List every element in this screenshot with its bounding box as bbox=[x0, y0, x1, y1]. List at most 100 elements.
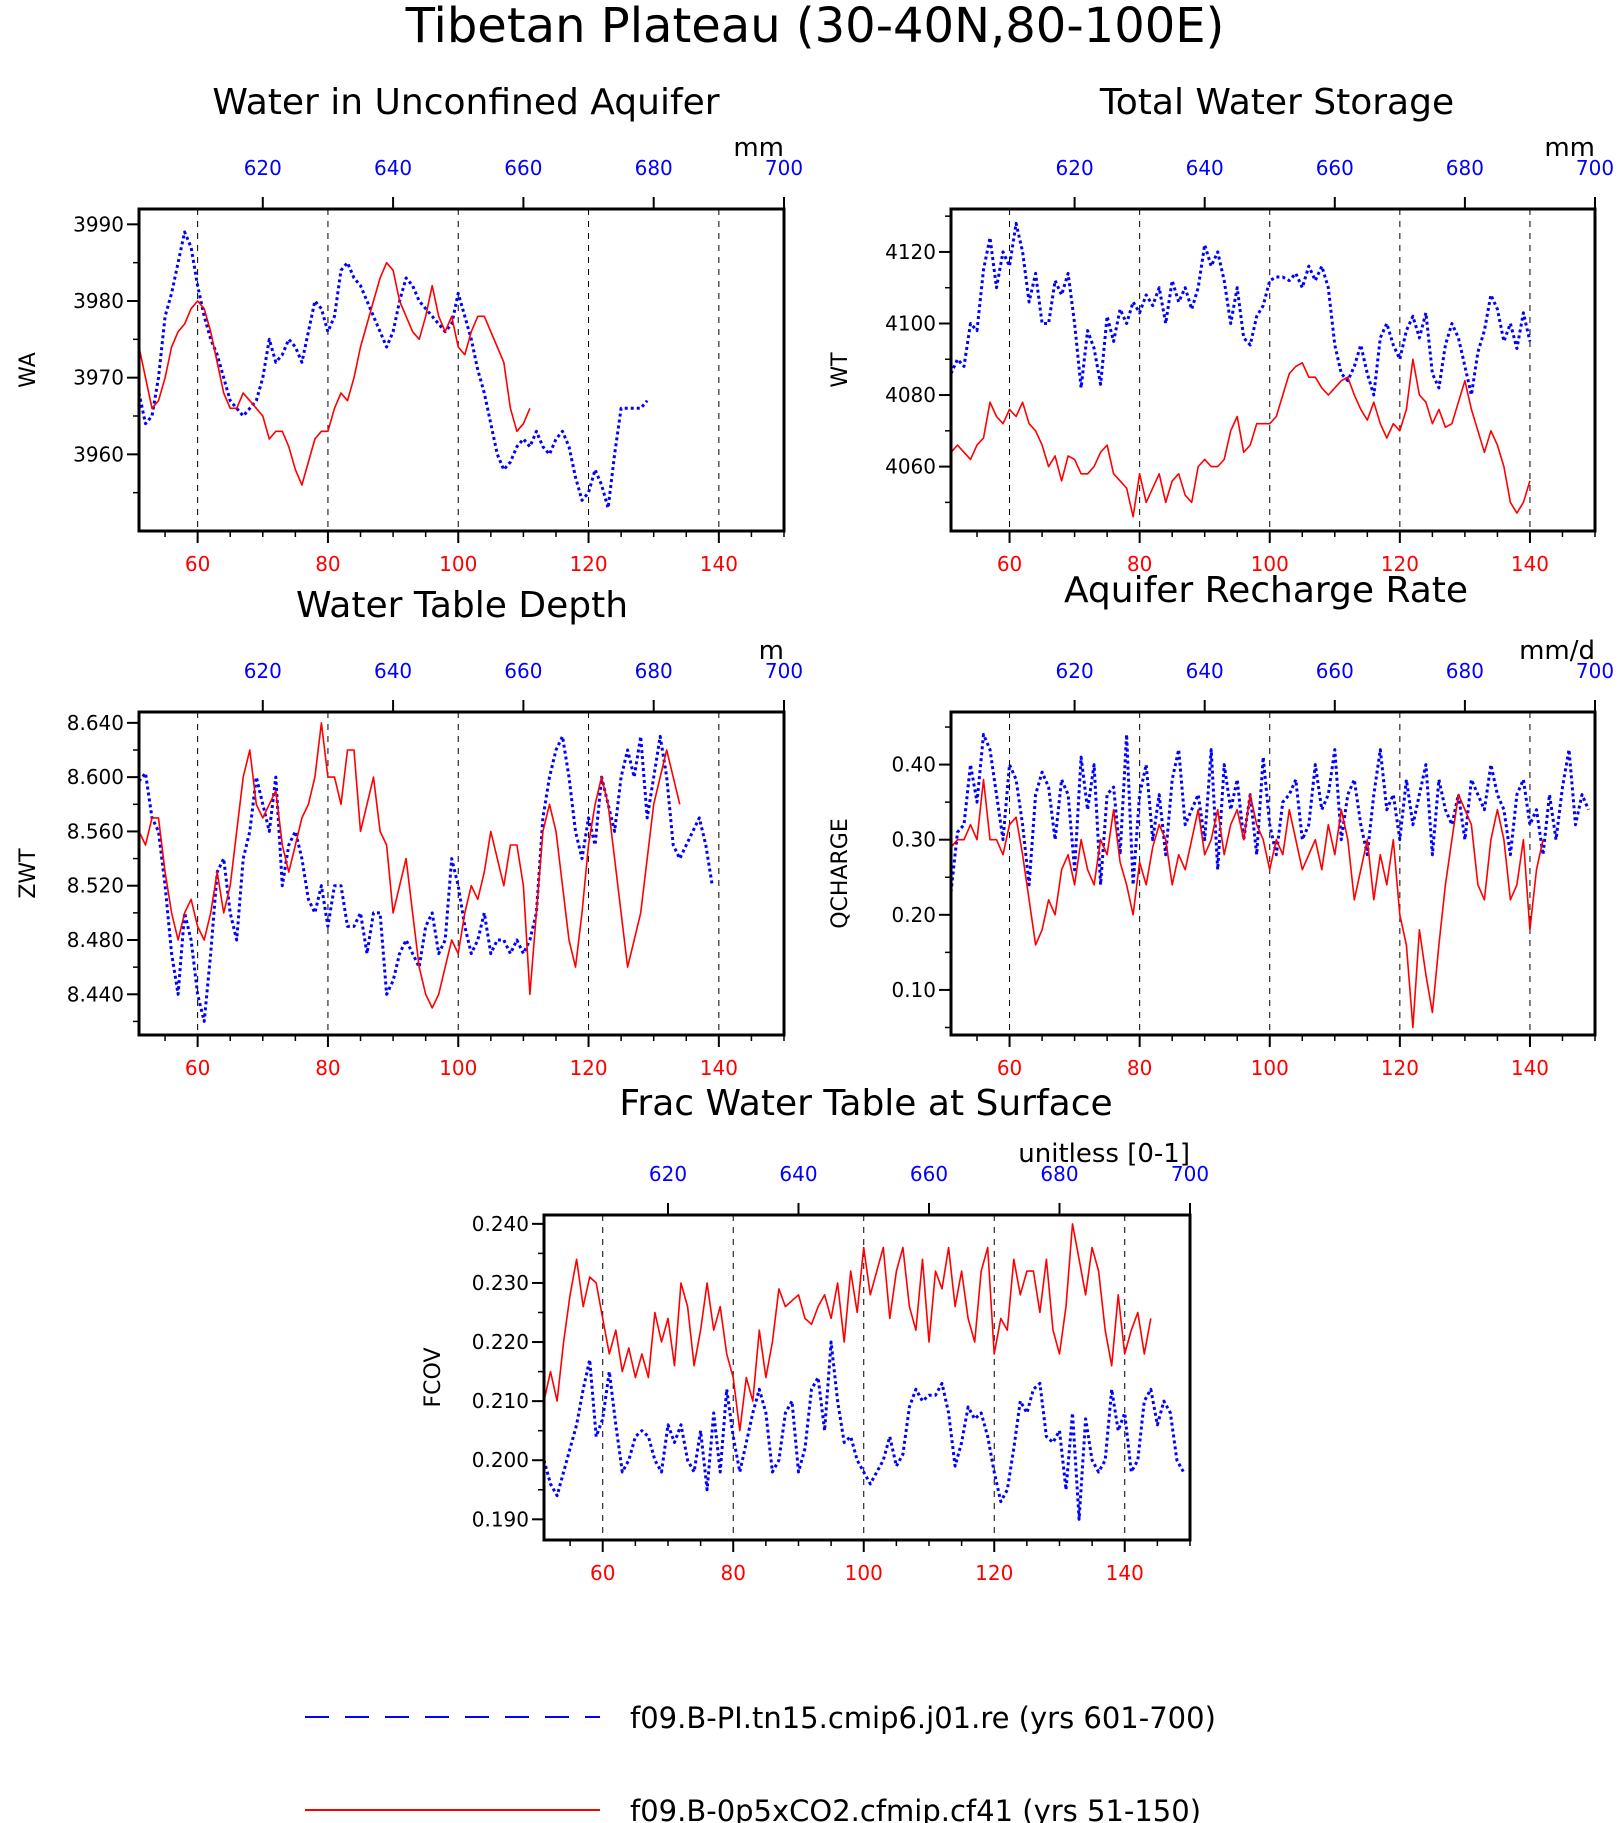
y-axis-label: QCHARGE bbox=[828, 818, 853, 929]
x-tick-label-bottom: 60 bbox=[590, 1561, 615, 1585]
units-label: mm bbox=[733, 133, 784, 163]
panel-title: Aquifer Recharge Rate bbox=[1064, 570, 1468, 611]
y-tick-label: 3980 bbox=[73, 289, 124, 313]
y-tick-label: 3970 bbox=[73, 366, 124, 390]
x-tick-label-top: 660 bbox=[504, 156, 542, 180]
y-tick-label: 0.30 bbox=[891, 828, 936, 852]
x-tick-label-top: 620 bbox=[1056, 156, 1094, 180]
plot-frame bbox=[949, 710, 1597, 1037]
units-label: m bbox=[759, 636, 784, 666]
x-tick-label-bottom: 100 bbox=[439, 552, 477, 576]
y-tick-label: 0.200 bbox=[472, 1448, 529, 1472]
x-tick-label-bottom: 120 bbox=[1381, 552, 1419, 576]
y-tick-label: 8.560 bbox=[67, 819, 124, 843]
series-line-blue bbox=[949, 733, 1590, 893]
y-axis-label: WT bbox=[828, 352, 853, 388]
units-label: mm bbox=[1544, 133, 1595, 163]
y-tick-label: 0.190 bbox=[472, 1507, 529, 1531]
x-tick-label-top: 700 bbox=[1576, 659, 1614, 683]
x-tick-label-bottom: 120 bbox=[975, 1561, 1013, 1585]
y-tick-label: 3960 bbox=[73, 442, 124, 466]
y-tick-label: 0.10 bbox=[891, 978, 936, 1002]
y-tick-label: 8.520 bbox=[67, 874, 124, 898]
x-tick-label-top: 660 bbox=[910, 1162, 948, 1186]
x-tick-label-top: 700 bbox=[765, 156, 803, 180]
plot-frame bbox=[949, 207, 1597, 533]
series-line-blue bbox=[137, 230, 649, 510]
x-tick-label-top: 680 bbox=[635, 659, 673, 683]
x-tick-label-bottom: 140 bbox=[1511, 552, 1549, 576]
y-axis-label: FCOV bbox=[421, 1348, 446, 1408]
x-tick-label-top: 660 bbox=[504, 659, 542, 683]
x-tick-label-top: 660 bbox=[1316, 156, 1354, 180]
x-tick-label-top: 640 bbox=[374, 156, 412, 180]
series-line-red bbox=[138, 261, 531, 486]
x-tick-label-bottom: 80 bbox=[1127, 552, 1152, 576]
y-tick-label: 3990 bbox=[73, 212, 124, 236]
panel-title: Water in Unconfined Aquifer bbox=[212, 82, 719, 123]
chart-panels: Water in Unconfined Aquifer mm 60 80 100 120 1… bbox=[16, 82, 1614, 1585]
x-tick-label-bottom: 80 bbox=[1127, 1056, 1152, 1080]
y-tick-label: 8.640 bbox=[67, 711, 124, 735]
panel-title: Water Table Depth bbox=[296, 585, 628, 626]
x-tick-label-top: 680 bbox=[1446, 156, 1484, 180]
x-tick-label-top: 620 bbox=[649, 1162, 687, 1186]
x-tick-label-bottom: 60 bbox=[997, 552, 1022, 576]
x-tick-label-top: 640 bbox=[374, 659, 412, 683]
x-tick-label-top: 660 bbox=[1316, 659, 1354, 683]
y-tick-label: 4060 bbox=[885, 455, 936, 479]
y-axis-label: ZWT bbox=[16, 848, 41, 899]
x-tick-label-bottom: 140 bbox=[1511, 1056, 1549, 1080]
series-line-red bbox=[543, 1223, 1152, 1432]
x-tick-label-bottom: 100 bbox=[439, 1056, 477, 1080]
y-tick-label: 4080 bbox=[885, 383, 936, 407]
x-tick-label-bottom: 100 bbox=[1251, 1056, 1289, 1080]
units-label: unitless [0-1] bbox=[1018, 1139, 1190, 1169]
y-tick-label: 0.40 bbox=[891, 753, 936, 777]
x-tick-label-bottom: 120 bbox=[1381, 1056, 1419, 1080]
x-tick-label-bottom: 140 bbox=[700, 552, 738, 576]
legend-label-dashed: f09.B-PI.tn15.cmip6.j01.re (yrs 601-700) bbox=[630, 1701, 1216, 1735]
y-axis-label: WA bbox=[16, 352, 41, 388]
panel-title: Total Water Storage bbox=[1099, 82, 1454, 123]
panel-5: Frac Water Table at Surface unitless [0-1… bbox=[421, 1083, 1209, 1585]
x-tick-label-bottom: 60 bbox=[185, 552, 210, 576]
x-tick-label-top: 620 bbox=[1056, 659, 1094, 683]
y-tick-label: 8.440 bbox=[67, 982, 124, 1006]
y-tick-label: 8.600 bbox=[67, 765, 124, 789]
x-tick-label-bottom: 60 bbox=[185, 1056, 210, 1080]
x-tick-label-bottom: 80 bbox=[315, 1056, 340, 1080]
x-tick-label-top: 620 bbox=[244, 156, 282, 180]
x-tick-label-bottom: 140 bbox=[1106, 1561, 1144, 1585]
x-tick-label-top: 640 bbox=[1186, 659, 1224, 683]
y-tick-label: 0.20 bbox=[891, 903, 936, 927]
x-tick-label-top: 640 bbox=[779, 1162, 817, 1186]
series-line-blue bbox=[949, 221, 1532, 397]
x-tick-label-top: 700 bbox=[765, 659, 803, 683]
panel-4: Aquifer Recharge Rate mm/d 60 80 100 120 140 62… bbox=[828, 570, 1614, 1080]
x-tick-label-bottom: 100 bbox=[845, 1561, 883, 1585]
series-line-red bbox=[950, 778, 1544, 1029]
series-line-blue bbox=[137, 734, 714, 1023]
x-tick-label-top: 680 bbox=[1040, 1162, 1078, 1186]
units-label: mm/d bbox=[1519, 636, 1595, 666]
plot-frame bbox=[137, 207, 786, 533]
panel-title: Frac Water Table at Surface bbox=[619, 1083, 1112, 1124]
y-tick-label: 4100 bbox=[885, 311, 936, 335]
series-line-red bbox=[138, 722, 681, 1009]
x-tick-label-top: 680 bbox=[635, 156, 673, 180]
panel-2: Total Water Storage mm 60 80 100 120 140 620 640… bbox=[828, 82, 1614, 576]
y-tick-label: 0.230 bbox=[472, 1271, 529, 1295]
y-tick-label: 0.220 bbox=[472, 1330, 529, 1354]
panel-3: Water Table Depth m 60 80 100 120 140 620 640 660… bbox=[16, 585, 803, 1080]
x-tick-label-bottom: 80 bbox=[721, 1561, 746, 1585]
y-tick-label: 4120 bbox=[885, 240, 936, 264]
x-tick-label-bottom: 140 bbox=[700, 1056, 738, 1080]
plot-frame bbox=[137, 710, 786, 1037]
legend-label-solid: f09.B-0p5xCO2.cfmip.cf41 (yrs 51-150) bbox=[630, 1794, 1201, 1823]
figure-title: Tibetan Plateau (30-40N,80-100E) bbox=[405, 0, 1225, 54]
x-tick-label-top: 620 bbox=[244, 659, 282, 683]
x-tick-label-bottom: 80 bbox=[315, 552, 340, 576]
panel-1: Water in Unconfined Aquifer mm 60 80 100 120 1… bbox=[16, 82, 803, 576]
